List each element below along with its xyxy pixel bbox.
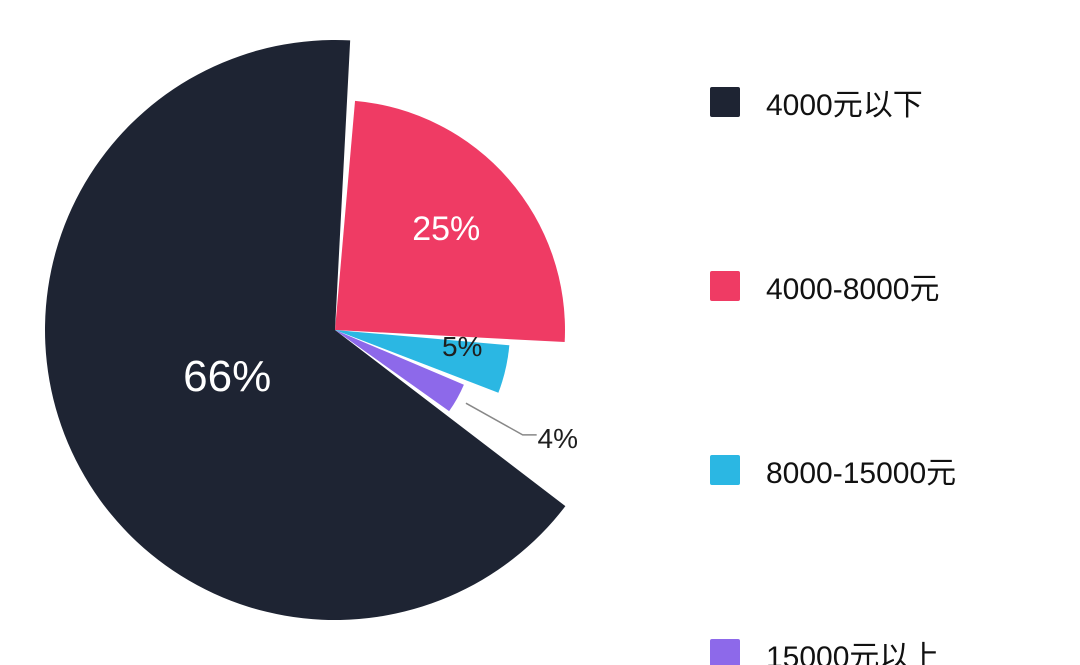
legend-item-s1_under_4000: 4000元以下	[710, 80, 956, 124]
leader-line-s4_15000_plus	[466, 403, 537, 435]
slice-label-s2_4000_8000: 25%	[412, 210, 480, 249]
legend-item-s2_4000_8000: 4000-8000元	[710, 264, 956, 308]
legend-label-s1_under_4000: 4000元以下	[766, 80, 923, 124]
legend-label-s2_4000_8000: 4000-8000元	[766, 264, 939, 308]
legend-swatch-s3_8000_15000	[710, 455, 740, 485]
legend-swatch-s1_under_4000	[710, 87, 740, 117]
slice-label-s1_under_4000: 66%	[183, 352, 271, 402]
legend-swatch-s2_4000_8000	[710, 271, 740, 301]
legend-swatch-s4_15000_plus	[710, 639, 740, 665]
slice-label-s4_15000_plus: 4%	[538, 423, 578, 455]
chart-stage: 4000元以下 4000-8000元 8000-15000元 15000元以上 25%…	[0, 0, 1080, 665]
legend: 4000元以下 4000-8000元 8000-15000元 15000元以上	[710, 80, 956, 665]
legend-label-s4_15000_plus: 15000元以上	[766, 632, 939, 665]
legend-item-s3_8000_15000: 8000-15000元	[710, 448, 956, 492]
legend-label-s3_8000_15000: 8000-15000元	[766, 448, 956, 492]
legend-item-s4_15000_plus: 15000元以上	[710, 632, 956, 665]
slice-label-s3_8000_15000: 5%	[442, 331, 482, 363]
